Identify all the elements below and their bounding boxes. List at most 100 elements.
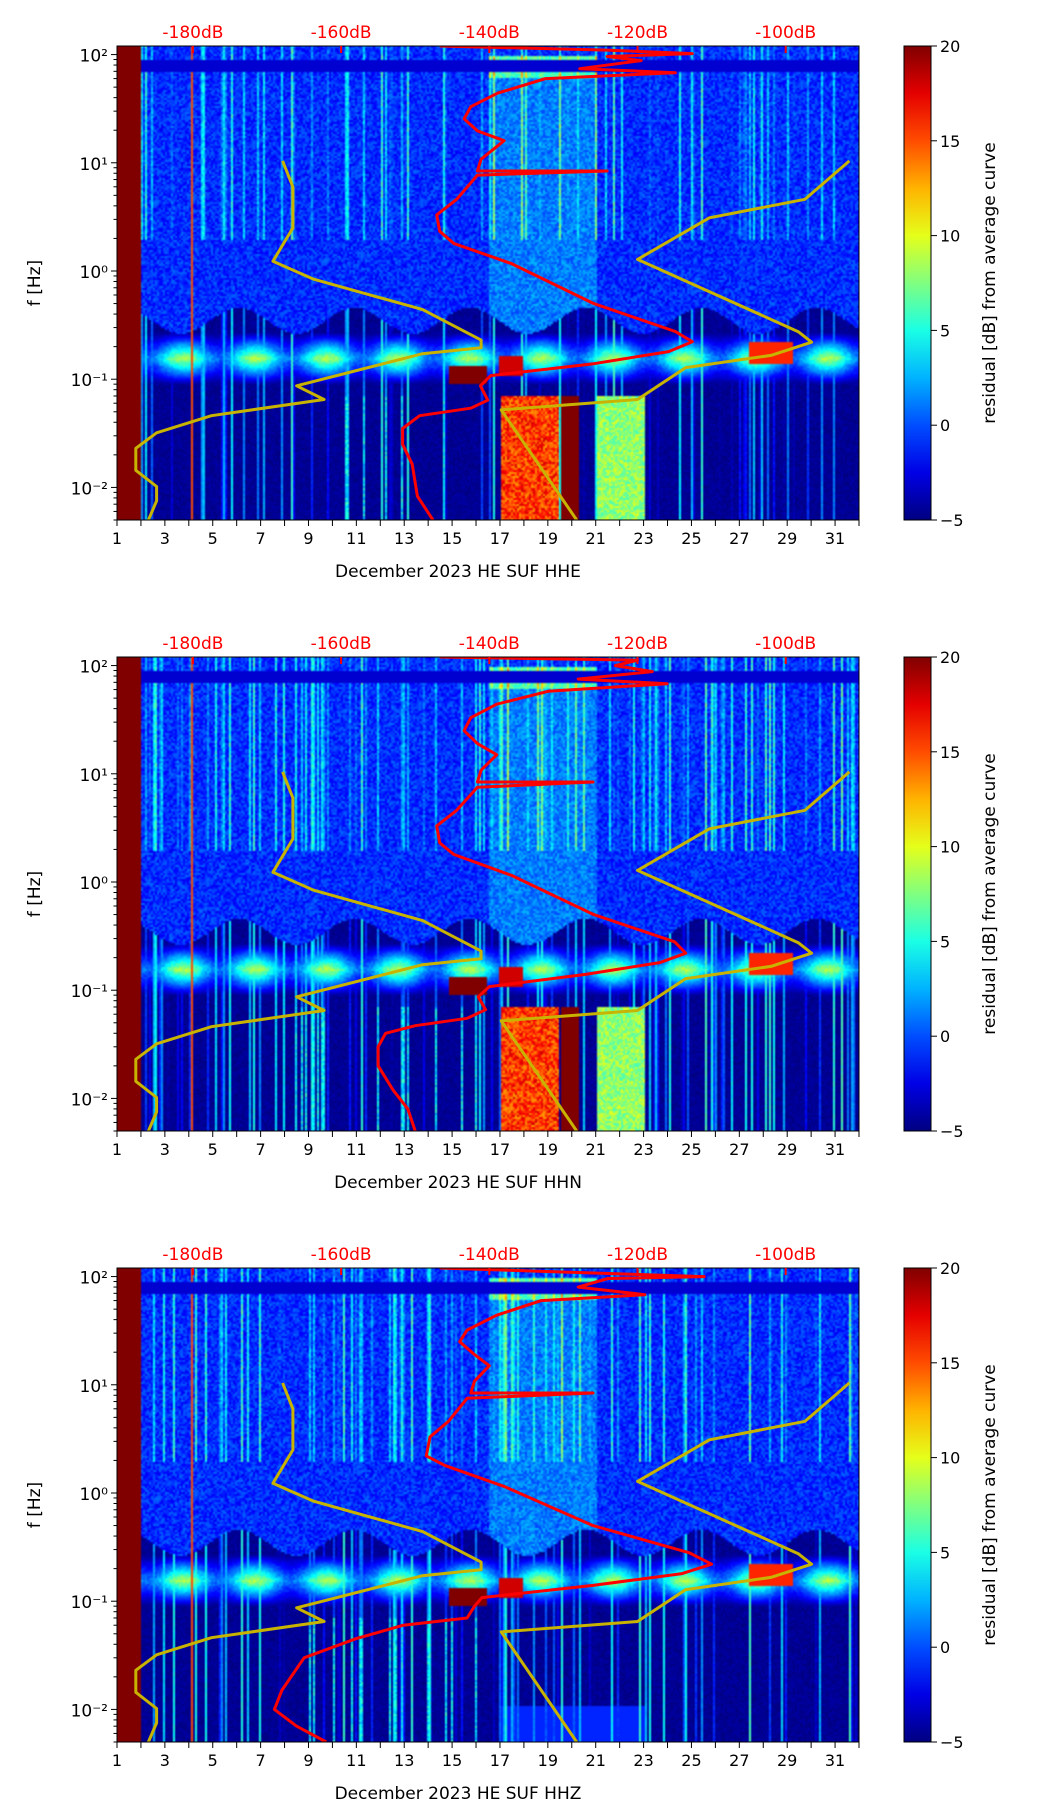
db-tick-label: -180dB — [162, 23, 223, 43]
y-tick-label: 10⁰ — [80, 1485, 109, 1505]
db-tick-label: -140dB — [459, 1245, 520, 1265]
db-tick-label: -140dB — [459, 634, 520, 654]
colorbar-tick-label: −5 — [940, 1122, 964, 1141]
y-tick-label: 10⁰ — [80, 874, 109, 894]
db-tick-label: -160dB — [311, 1245, 372, 1265]
y-tick-label: 10⁻² — [71, 479, 108, 499]
colorbar — [903, 45, 932, 521]
db-tick-label: -120dB — [607, 23, 668, 43]
x-axis-label: December 2023 HE SUF HHN — [334, 1173, 582, 1193]
spectrogram-heatmap — [117, 657, 859, 1131]
colorbar-tick-label: 5 — [940, 932, 950, 951]
y-tick-label: 10¹ — [80, 766, 108, 786]
y-axis-label: f [Hz] — [25, 1482, 45, 1528]
x-tick-label: 31 — [825, 529, 845, 548]
colorbar-label: residual [dB] from average curve — [980, 1364, 1000, 1645]
x-tick-label: 23 — [633, 529, 653, 548]
x-tick-label: 31 — [825, 1751, 845, 1770]
colorbar-tick-label: 10 — [940, 1449, 960, 1468]
db-tick-label: -140dB — [459, 23, 520, 43]
x-tick-label: 9 — [303, 1751, 313, 1770]
high-noise-model-line — [499, 159, 851, 520]
x-tick-label: 7 — [256, 529, 266, 548]
db-tick-label: -120dB — [607, 1245, 668, 1265]
x-tick-label: 13 — [394, 529, 414, 548]
x-tick-label: 21 — [586, 1751, 606, 1770]
y-tick-label: 10⁻¹ — [71, 371, 108, 391]
colorbar-tick-label: 5 — [940, 321, 950, 340]
colorbar — [903, 656, 932, 1132]
spectrogram-heatmap — [117, 1268, 859, 1742]
high-noise-model-line — [499, 770, 851, 1131]
colorbar-tick-label: −5 — [940, 1733, 964, 1752]
x-tick-label: 19 — [538, 1751, 558, 1770]
y-tick-label: 10¹ — [80, 1377, 108, 1397]
high-noise-model-line — [499, 1381, 851, 1742]
y-tick-label: 10⁻² — [71, 1701, 108, 1721]
x-tick-label: 7 — [256, 1751, 266, 1770]
x-tick-label: 25 — [681, 529, 701, 548]
x-tick-label: 9 — [303, 1140, 313, 1159]
plot-frame — [116, 45, 860, 521]
x-axis-label: December 2023 HE SUF HHZ — [335, 1784, 582, 1804]
x-tick-label: 3 — [160, 1751, 170, 1770]
x-tick-label: 29 — [777, 1140, 797, 1159]
x-axis-label: December 2023 HE SUF HHE — [335, 562, 581, 582]
db-tick-label: -160dB — [311, 23, 372, 43]
x-tick-label: 31 — [825, 1140, 845, 1159]
x-tick-label: 3 — [160, 1140, 170, 1159]
x-tick-label: 1 — [112, 529, 122, 548]
x-tick-label: 1 — [112, 1140, 122, 1159]
x-tick-label: 7 — [256, 1140, 266, 1159]
x-tick-label: 25 — [681, 1140, 701, 1159]
psd-curve-line — [272, 1268, 714, 1742]
x-tick-label: 27 — [729, 529, 749, 548]
y-tick-label: 10² — [80, 47, 108, 67]
db-tick-label: -120dB — [607, 634, 668, 654]
plot-frame — [116, 656, 860, 1132]
db-tick-label: -100dB — [755, 634, 816, 654]
x-tick-label: 11 — [346, 529, 366, 548]
x-tick-label: 9 — [303, 529, 313, 548]
colorbar-tick-label: 10 — [940, 227, 960, 246]
db-tick-label: -180dB — [162, 1245, 223, 1265]
x-tick-label: 21 — [586, 529, 606, 548]
db-tick-label: -100dB — [755, 23, 816, 43]
colorbar — [903, 1267, 932, 1743]
x-tick-label: 11 — [346, 1140, 366, 1159]
x-tick-label: 29 — [777, 529, 797, 548]
x-tick-label: 5 — [208, 1140, 218, 1159]
x-tick-label: 5 — [208, 1751, 218, 1770]
x-tick-label: 11 — [346, 1751, 366, 1770]
colorbar-tick-label: 20 — [940, 648, 960, 667]
x-tick-label: 3 — [160, 529, 170, 548]
colorbar-tick-label: 15 — [940, 132, 960, 151]
db-tick-label: -180dB — [162, 634, 223, 654]
psd-curve-line — [376, 657, 688, 1131]
colorbar-label: residual [dB] from average curve — [980, 142, 1000, 423]
low-noise-model-line — [134, 1382, 483, 1742]
low-noise-model-line — [134, 771, 483, 1131]
y-tick-label: 10² — [80, 1269, 108, 1289]
colorbar-tick-label: 10 — [940, 838, 960, 857]
x-tick-label: 25 — [681, 1751, 701, 1770]
x-tick-label: 17 — [490, 1751, 510, 1770]
x-tick-label: 21 — [586, 1140, 606, 1159]
colorbar-tick-label: 0 — [940, 1027, 950, 1046]
colorbar-label: residual [dB] from average curve — [980, 753, 1000, 1034]
colorbar-tick-label: 15 — [940, 1354, 960, 1373]
colorbar-tick-label: 5 — [940, 1543, 950, 1562]
x-tick-label: 1 — [112, 1751, 122, 1770]
colorbar-tick-label: 0 — [940, 1638, 950, 1657]
colorbar-tick-label: 20 — [940, 37, 960, 56]
x-tick-label: 13 — [394, 1140, 414, 1159]
x-tick-label: 13 — [394, 1751, 414, 1770]
x-tick-label: 23 — [633, 1751, 653, 1770]
x-tick-label: 17 — [490, 1140, 510, 1159]
y-axis-label: f [Hz] — [25, 260, 45, 306]
colorbar-tick-label: 0 — [940, 416, 950, 435]
